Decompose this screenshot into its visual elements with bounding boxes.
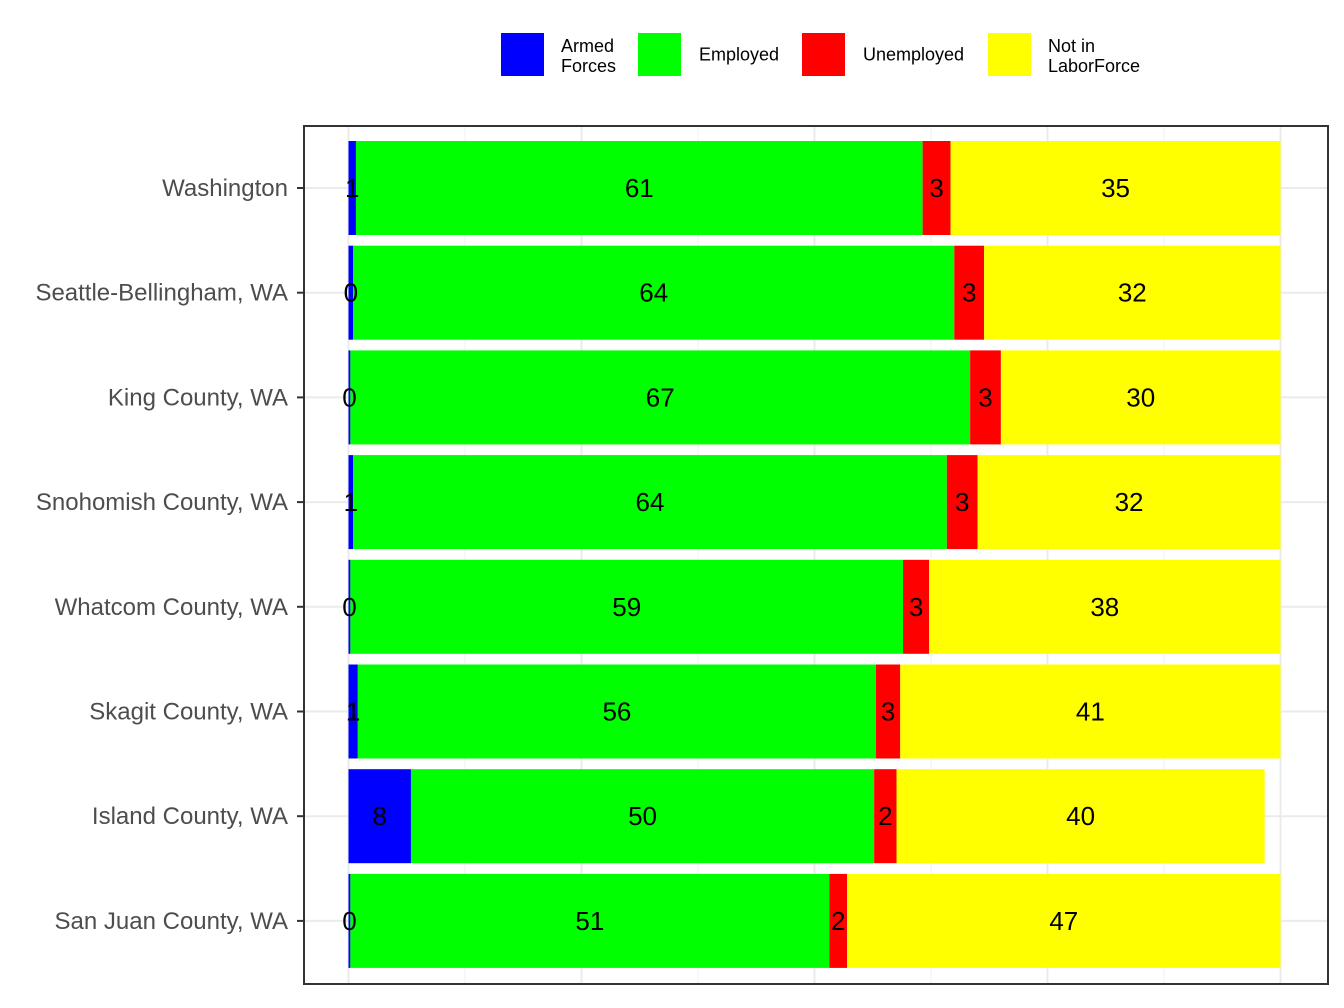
bar-label-not-in-laborforce-whatcom-county-wa: 38 xyxy=(1090,592,1119,622)
y-tick-label-skagit-county-wa: Skagit County, WA xyxy=(89,699,288,726)
bar-label-employed-king-county-wa: 67 xyxy=(646,382,675,412)
bar-not-in-laborforce-seattle-bellingham-wa xyxy=(984,245,1281,340)
y-tick-label-king-county-wa: King County, WA xyxy=(108,384,288,411)
bar-label-employed-island-county-wa: 50 xyxy=(628,801,657,831)
legend-key-armed-forces xyxy=(501,33,544,76)
bar-unemployed-snohomish-county-wa xyxy=(946,455,978,550)
bar-unemployed-washington xyxy=(922,141,951,235)
bar-label-not-in-laborforce-snohomish-county-wa: 32 xyxy=(1115,487,1144,517)
bar-label-armed-forces-seattle-bellingham-wa: 0 xyxy=(344,278,358,308)
bar-label-employed-seattle-bellingham-wa: 64 xyxy=(639,278,668,308)
bar-employed-washington xyxy=(355,141,923,235)
bar-label-not-in-laborforce-seattle-bellingham-wa: 32 xyxy=(1118,278,1147,308)
bar-label-armed-forces-whatcom-county-wa: 0 xyxy=(342,592,356,622)
bar-unemployed-island-county-wa xyxy=(874,769,897,864)
bar-label-employed-san-juan-county-wa: 51 xyxy=(575,906,604,936)
bar-armed-forces-whatcom-county-wa xyxy=(348,559,351,654)
y-tick-label-san-juan-county-wa: San Juan County, WA xyxy=(55,908,288,935)
bar-employed-seattle-bellingham-wa xyxy=(353,245,955,340)
bar-label-employed-whatcom-county-wa: 59 xyxy=(612,592,641,622)
legend-key-not-in-laborforce xyxy=(988,33,1031,76)
bar-armed-forces-san-juan-county-wa xyxy=(348,873,351,968)
bar-unemployed-king-county-wa xyxy=(970,350,1001,445)
bar-label-armed-forces-washington: 1 xyxy=(345,173,359,203)
bar-label-unemployed-seattle-bellingham-wa: 3 xyxy=(962,278,976,308)
bar-employed-san-juan-county-wa xyxy=(350,873,830,968)
bar-label-employed-snohomish-county-wa: 64 xyxy=(636,487,665,517)
bar-label-unemployed-skagit-county-wa: 3 xyxy=(881,697,895,727)
bar-label-armed-forces-san-juan-county-wa: 0 xyxy=(342,906,356,936)
legend-key-unemployed xyxy=(802,33,845,76)
y-axis: Washington Seattle-Bellingham, WA King Cou… xyxy=(35,175,304,935)
panel-border xyxy=(303,125,1329,985)
y-tick-label-snohomish-county-wa: Snohomish County, WA xyxy=(36,489,288,516)
y-tick-label-island-county-wa: Island County, WA xyxy=(92,803,288,830)
y-tick-label-washington: Washington xyxy=(162,175,288,202)
bar-employed-skagit-county-wa xyxy=(357,664,877,759)
bar-not-in-laborforce-whatcom-county-wa xyxy=(929,559,1281,654)
bar-label-unemployed-king-county-wa: 3 xyxy=(978,382,992,412)
bar-label-armed-forces-skagit-county-wa: 1 xyxy=(346,697,360,727)
legend-label-employed: Employed xyxy=(699,45,779,65)
bar-label-unemployed-washington: 3 xyxy=(929,173,943,203)
bar-label-unemployed-island-county-wa: 2 xyxy=(878,801,892,831)
legend-key-employed xyxy=(638,33,681,76)
bar-not-in-laborforce-skagit-county-wa xyxy=(900,664,1281,759)
bar-label-armed-forces-snohomish-county-wa: 1 xyxy=(344,487,358,517)
bar-armed-forces-island-county-wa xyxy=(348,769,411,864)
bar-not-in-laborforce-island-county-wa xyxy=(896,769,1265,864)
bar-label-not-in-laborforce-san-juan-county-wa: 47 xyxy=(1049,906,1078,936)
bar-armed-forces-skagit-county-wa xyxy=(348,664,358,759)
bar-unemployed-skagit-county-wa xyxy=(876,664,901,759)
bar-unemployed-san-juan-county-wa xyxy=(829,873,848,968)
bar-label-employed-washington: 61 xyxy=(625,173,654,203)
bar-label-unemployed-snohomish-county-wa: 3 xyxy=(955,487,969,517)
bar-label-not-in-laborforce-king-county-wa: 30 xyxy=(1126,382,1155,412)
bar-employed-king-county-wa xyxy=(350,350,971,445)
bar-not-in-laborforce-snohomish-county-wa xyxy=(977,455,1281,550)
bar-armed-forces-seattle-bellingham-wa xyxy=(348,245,354,340)
bar-label-not-in-laborforce-washington: 35 xyxy=(1101,173,1130,203)
bar-unemployed-whatcom-county-wa xyxy=(903,559,930,654)
y-tick-label-seattle-bellingham-wa: Seattle-Bellingham, WA xyxy=(35,280,288,307)
legend-label-armed-forces: Armed Forces xyxy=(561,36,616,76)
bar-employed-snohomish-county-wa xyxy=(353,455,947,550)
bar-label-armed-forces-island-county-wa: 8 xyxy=(372,801,386,831)
bar-not-in-laborforce-king-county-wa xyxy=(1000,350,1281,445)
bar-label-unemployed-san-juan-county-wa: 2 xyxy=(831,906,845,936)
bars xyxy=(348,141,1281,968)
bar-not-in-laborforce-san-juan-county-wa xyxy=(847,873,1281,968)
bar-label-not-in-laborforce-island-county-wa: 40 xyxy=(1066,801,1095,831)
bar-label-armed-forces-king-county-wa: 0 xyxy=(342,382,356,412)
bar-labels: 1 61 3 35 0 64 3 32 0 67 3 30 1 64 3 32 0 59 3 38 1 56 3 41 8 50 2… xyxy=(342,173,1155,936)
bar-label-not-in-laborforce-skagit-county-wa: 41 xyxy=(1076,697,1105,727)
bar-armed-forces-snohomish-county-wa xyxy=(348,455,354,550)
bar-unemployed-seattle-bellingham-wa xyxy=(954,245,985,340)
legend-label-unemployed: Unemployed xyxy=(863,45,964,65)
bar-label-employed-skagit-county-wa: 56 xyxy=(602,697,631,727)
bar-employed-whatcom-county-wa xyxy=(350,559,904,654)
bar-armed-forces-washington xyxy=(348,141,356,235)
y-tick-label-whatcom-county-wa: Whatcom County, WA xyxy=(55,594,288,621)
bar-armed-forces-king-county-wa xyxy=(348,350,351,445)
bar-label-unemployed-whatcom-county-wa: 3 xyxy=(909,592,923,622)
bar-not-in-laborforce-washington xyxy=(950,141,1281,235)
legend-label-not-in-laborforce: Not in LaborForce xyxy=(1048,36,1140,76)
legend: Armed Forces Employed Unemployed Not in Labor… xyxy=(501,33,1140,76)
bar-employed-island-county-wa xyxy=(410,769,875,864)
